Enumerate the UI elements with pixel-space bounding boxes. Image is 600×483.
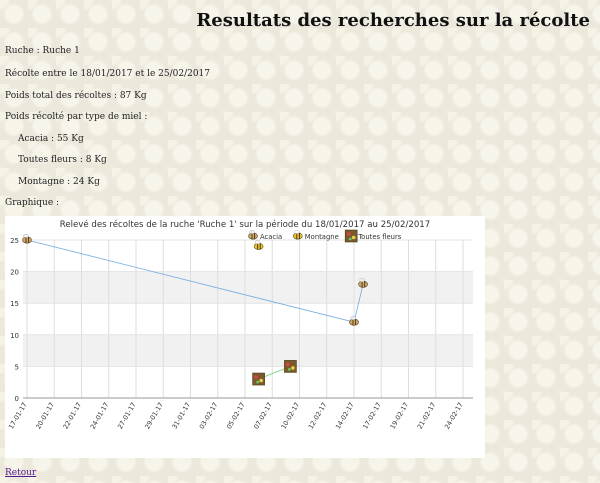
legend-label: Acacia [260, 233, 282, 241]
flowers-icon-bg [252, 372, 265, 386]
x-tick-label: 24-01-17 [89, 401, 111, 431]
bee-icon [248, 230, 258, 240]
data-point-toutes-fleurs [284, 360, 297, 373]
y-tick-label: 15 [10, 300, 19, 308]
x-tick-label: 20-01-17 [34, 401, 56, 431]
data-point-toutes-fleurs [252, 372, 265, 386]
legend-item: Montagne [292, 230, 339, 241]
chart-grid-band [23, 271, 473, 304]
chart-grid-band [23, 334, 473, 367]
x-tick-label: 07-02-17 [252, 401, 274, 431]
flowers-icon-bg [284, 360, 297, 373]
flower-dot [291, 366, 295, 370]
data-point-montagne [253, 240, 264, 250]
x-tick-label: 31-01-17 [171, 401, 193, 431]
harvest-chart: 0 5 10 15 20 25 17-01-17 20-01-17 22-01-17 24-01-… [7, 219, 473, 431]
flower-dot [348, 237, 352, 241]
y-tick-label: 5 [15, 363, 19, 371]
x-tick-label: 10-02-17 [280, 401, 302, 431]
bee-wing [23, 234, 29, 238]
bee-body [248, 232, 258, 240]
x-tick-label: 14-02-17 [334, 401, 356, 431]
x-tick-label: 17-01-17 [7, 401, 29, 431]
x-tick-label: 03-02-17 [198, 401, 220, 431]
bee-wing [294, 230, 300, 234]
data-point-acacia [358, 278, 368, 288]
y-tick-label: 25 [10, 237, 19, 245]
flowers-icon-bg [344, 229, 358, 243]
bee-body [253, 242, 264, 250]
y-tick-label: 10 [10, 332, 19, 340]
legend-item: Toutes fleurs [344, 229, 402, 243]
flower-dot [288, 368, 291, 371]
bee-body [349, 318, 359, 326]
legend-label: Toutes fleurs [357, 233, 402, 241]
page-title: Resultats des recherches sur la récolte [196, 10, 590, 31]
bee-body [292, 232, 303, 240]
chart-title: Relevé des récoltes de la ruche 'Ruche 1… [60, 219, 431, 230]
x-tick-label: 17-02-17 [361, 401, 383, 431]
type-montagne: Montagne : 24 Kg [18, 177, 100, 187]
flower-dot [346, 232, 351, 236]
hive-line: Ruche : Ruche 1 [5, 46, 80, 56]
bee-yellow-icon [292, 230, 303, 240]
x-tick-label: 24-02-17 [443, 401, 465, 431]
bee-wing [249, 230, 255, 234]
y-tick-label: 20 [10, 269, 19, 277]
x-tick-label: 19-02-17 [389, 401, 411, 431]
period-line: Récolte entre le 18/01/2017 et le 25/02/… [5, 69, 211, 79]
flowers-icon [344, 229, 358, 243]
flower-dot [286, 362, 290, 367]
x-tick-label: 29-01-17 [143, 401, 165, 431]
legend-item: Acacia [248, 230, 282, 241]
bee-wing [350, 316, 356, 320]
by-type-heading: Poids récolté par type de miel : [5, 112, 148, 122]
bee-wing [255, 240, 261, 245]
graph-heading: Graphique : [5, 198, 60, 208]
y-tick-label: 0 [15, 395, 19, 403]
x-tick-label: 05-02-17 [225, 401, 247, 431]
harvest-chart-container: 0 5 10 15 20 25 17-01-17 20-01-17 22-01-17 24-01-… [5, 216, 485, 458]
total-weight-line: Poids total des récoltes : 87 Kg [5, 91, 147, 101]
x-tick-label: 21-02-17 [416, 401, 438, 431]
type-acacia: Acacia : 55 Kg [18, 134, 84, 144]
flower-dot [351, 235, 356, 240]
x-tick-label: 27-01-17 [116, 401, 138, 431]
type-toutes-fleurs: Toutes fleurs : 8 Kg [18, 155, 107, 165]
legend-label: Montagne [305, 233, 339, 241]
flower-dot [254, 375, 258, 379]
back-link[interactable]: Retour [5, 468, 37, 478]
x-tick-label: 22-01-17 [62, 401, 84, 431]
bee-wing [359, 278, 365, 283]
x-tick-label: 12-02-17 [307, 401, 329, 431]
flower-dot [259, 378, 263, 383]
flower-dot [256, 380, 260, 384]
data-point-acacia [22, 234, 32, 244]
bee-body [22, 236, 32, 244]
bee-body [358, 280, 368, 288]
data-point-acacia [349, 316, 359, 326]
